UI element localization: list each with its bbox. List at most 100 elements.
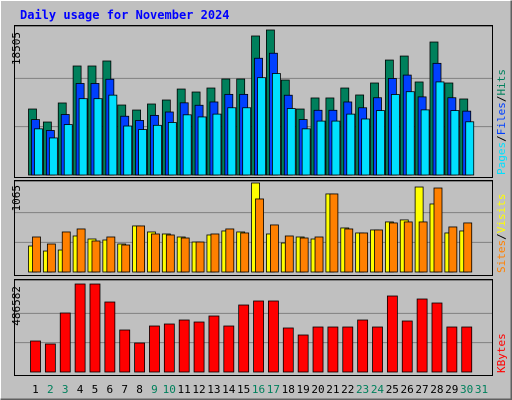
bar xyxy=(255,198,264,273)
bar xyxy=(390,94,400,176)
x-tick-label: 22 xyxy=(341,383,354,396)
legend-entry: Hits xyxy=(495,69,508,96)
bar xyxy=(448,226,458,273)
y-tick-label: 18505 xyxy=(10,32,23,65)
y-tick-label: 1065 xyxy=(10,185,23,212)
x-tick-label: 18 xyxy=(282,383,295,396)
bar xyxy=(284,235,294,273)
bar xyxy=(403,221,413,273)
x-tick-label: 19 xyxy=(296,383,309,396)
bar xyxy=(180,237,190,273)
x-tick-label: 29 xyxy=(445,383,458,396)
bar xyxy=(342,326,354,373)
bar xyxy=(123,125,133,176)
bar xyxy=(93,98,103,176)
bar xyxy=(242,107,252,176)
x-tick-label: 8 xyxy=(136,383,143,396)
bar xyxy=(463,222,473,273)
bar xyxy=(299,237,309,273)
bar xyxy=(376,110,385,176)
bar xyxy=(212,113,222,176)
x-tick-label: 25 xyxy=(386,383,399,396)
bar xyxy=(401,320,413,373)
bar xyxy=(461,326,473,373)
bar xyxy=(91,240,101,273)
bar xyxy=(134,342,145,373)
x-tick-label: 30 xyxy=(460,383,473,396)
bar xyxy=(270,224,279,273)
bar xyxy=(136,225,145,273)
bar xyxy=(282,327,294,373)
bar xyxy=(297,334,309,373)
bar xyxy=(193,321,205,373)
x-tick-label: 1 xyxy=(32,383,39,396)
bar xyxy=(225,228,235,273)
bar xyxy=(61,231,71,273)
x-tick-label: 9 xyxy=(151,383,158,396)
bar xyxy=(163,323,175,373)
bar xyxy=(89,283,101,373)
bar xyxy=(359,232,369,273)
bar xyxy=(418,221,428,273)
x-tick-label: 11 xyxy=(178,383,191,396)
x-tick-label: 23 xyxy=(356,383,369,396)
bar xyxy=(182,114,192,176)
bar xyxy=(431,302,443,373)
bar xyxy=(238,304,250,373)
bar xyxy=(386,295,398,373)
bar xyxy=(46,243,56,273)
bar xyxy=(108,94,118,176)
bar xyxy=(227,107,237,176)
bar xyxy=(78,98,88,176)
bar xyxy=(138,129,147,176)
x-tick-label: 3 xyxy=(62,383,69,396)
bar xyxy=(316,120,326,176)
bar xyxy=(167,122,177,176)
chart-title: Daily usage for November 2024 xyxy=(20,8,230,22)
bar xyxy=(446,326,458,373)
bar xyxy=(257,77,266,176)
bar xyxy=(312,326,324,373)
bar xyxy=(405,91,415,176)
bar xyxy=(223,325,235,373)
x-tick-label: 28 xyxy=(430,383,443,396)
bar xyxy=(465,121,475,176)
bar xyxy=(286,108,296,176)
bar xyxy=(59,312,71,373)
bar xyxy=(165,234,175,273)
bar xyxy=(450,110,460,176)
bar xyxy=(106,236,116,273)
bar xyxy=(63,124,73,176)
bar xyxy=(346,113,356,176)
bar xyxy=(151,233,160,273)
bar xyxy=(372,326,383,373)
x-tick-label: 10 xyxy=(163,383,176,396)
bar xyxy=(104,301,116,373)
x-tick-label: 14 xyxy=(222,383,236,396)
y-tick-label: 486582 xyxy=(10,286,23,326)
legend-entry: Files xyxy=(495,102,508,135)
x-tick-label: 17 xyxy=(267,383,280,396)
x-tick-label: 2 xyxy=(47,383,54,396)
legend-entry: Sites xyxy=(495,240,508,273)
bar xyxy=(119,329,131,373)
bar xyxy=(76,228,86,273)
x-tick-label: 16 xyxy=(252,383,265,396)
legend-separator: / xyxy=(495,233,508,240)
bar xyxy=(433,187,443,273)
bar xyxy=(253,300,264,373)
bar xyxy=(268,300,279,373)
legend: Pages/Files/Hits xyxy=(495,69,508,175)
x-tick-label: 27 xyxy=(415,383,428,396)
bar xyxy=(331,120,341,176)
bar xyxy=(34,128,43,176)
legend-entry: KBytes xyxy=(495,333,508,373)
bar xyxy=(361,118,371,176)
bar xyxy=(30,340,41,373)
x-tick-label: 13 xyxy=(207,383,220,396)
x-tick-label: 12 xyxy=(192,383,205,396)
bar xyxy=(388,222,398,273)
bar xyxy=(153,124,162,176)
legend-separator: / xyxy=(495,96,508,103)
legend: KBytes xyxy=(495,333,508,373)
